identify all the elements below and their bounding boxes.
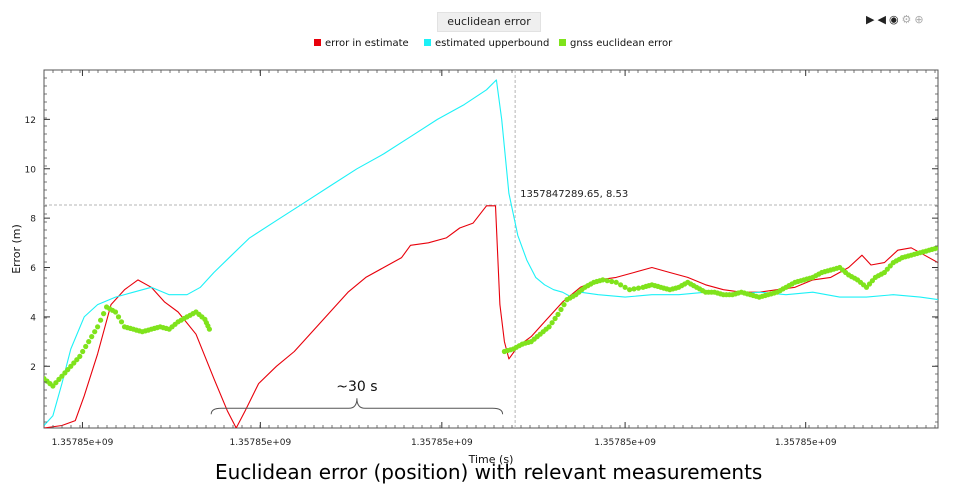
y-tick-label: 4 [30, 313, 36, 323]
data-point-gnss-euclidean-error [600, 277, 606, 283]
legend-label: estimated upperbound [435, 38, 549, 49]
hover-readout: 1357847289.65, 8.53 [520, 189, 628, 200]
data-point-gnss-euclidean-error [80, 348, 86, 355]
data-point-gnss-euclidean-error [83, 343, 89, 350]
data-point-gnss-euclidean-error [86, 339, 92, 345]
x-tick-label: 1.35785e+09 [594, 438, 656, 448]
data-point-gnss-euclidean-error [549, 320, 555, 326]
data-point-gnss-euclidean-error [635, 285, 642, 291]
y-tick-label: 10 [25, 165, 37, 175]
settings-icon[interactable]: ⚙ [901, 13, 912, 26]
data-point-gnss-euclidean-error [53, 380, 59, 386]
data-point-gnss-euclidean-error [89, 334, 95, 340]
y-axis-label: Error (m) [10, 224, 23, 274]
data-point-gnss-euclidean-error [558, 306, 564, 313]
duration-annotation: ~30 s [336, 379, 377, 395]
y-tick-label: 2 [30, 363, 36, 373]
rewind-icon[interactable]: ◀ [877, 13, 886, 26]
y-tick-label: 12 [25, 116, 36, 126]
data-point-gnss-euclidean-error [98, 317, 104, 323]
data-point-gnss-euclidean-error [71, 360, 77, 366]
euclidean-error-chart[interactable]: error in estimate estimated upperbound gns… [0, 0, 959, 474]
data-point-gnss-euclidean-error [622, 284, 628, 290]
data-point-gnss-euclidean-error [609, 278, 615, 285]
y-tick-label: 8 [30, 215, 36, 225]
plot-toolbar: ▶ ◀ ◉ ⚙ ⊕ [866, 13, 924, 27]
data-point-gnss-euclidean-error [613, 279, 619, 285]
data-point-gnss-euclidean-error [555, 311, 561, 317]
x-tick-label: 1.35785e+09 [775, 438, 837, 448]
data-point-gnss-euclidean-error [546, 324, 552, 330]
data-point-gnss-euclidean-error [887, 263, 893, 269]
series-line-error-in-estimate [44, 205, 938, 428]
data-point-gnss-euclidean-error [115, 314, 122, 320]
zoom-icon[interactable]: ⊕ [914, 13, 924, 26]
data-point-gnss-euclidean-error [74, 357, 80, 363]
plot-frame [43, 69, 939, 429]
duration-bracket [210, 398, 504, 415]
data-point-gnss-euclidean-error [618, 282, 624, 288]
y-tick-label: 6 [30, 264, 36, 274]
data-point-gnss-euclidean-error [863, 284, 870, 290]
data-point-gnss-euclidean-error [92, 329, 98, 335]
record-icon[interactable]: ◉ [888, 13, 899, 26]
data-point-gnss-euclidean-error [206, 326, 212, 332]
data-point-gnss-euclidean-error [50, 383, 56, 389]
data-point-gnss-euclidean-error [631, 286, 637, 292]
data-point-gnss-euclidean-error [77, 353, 83, 359]
data-point-gnss-euclidean-error [561, 302, 567, 308]
data-point-gnss-euclidean-error [65, 367, 71, 373]
data-point-gnss-euclidean-error [101, 311, 107, 317]
legend: error in estimate estimated upperbound gns… [314, 38, 673, 49]
legend-swatch [314, 39, 321, 46]
x-tick-label: 1.35785e+09 [52, 438, 114, 448]
data-point-gnss-euclidean-error [604, 278, 610, 284]
data-point-gnss-euclidean-error [884, 266, 890, 272]
data-point-gnss-euclidean-error [935, 245, 938, 251]
x-axis-label: Time (s) [468, 453, 514, 466]
play-icon[interactable]: ▶ [866, 13, 875, 26]
data-point-gnss-euclidean-error [118, 319, 125, 325]
data-point-gnss-euclidean-error [68, 363, 74, 369]
legend-label: gnss euclidean error [570, 38, 673, 49]
legend-label: error in estimate [325, 38, 409, 49]
x-tick-label: 1.35785e+09 [411, 438, 473, 448]
series-line-estimated-upperbound [44, 79, 938, 426]
data-point-gnss-euclidean-error [95, 324, 101, 330]
data-point-gnss-euclidean-error [112, 309, 119, 315]
data-point-gnss-euclidean-error [552, 315, 558, 322]
figure-caption: Euclidean error (position) with relevant… [215, 460, 763, 484]
data-point-gnss-euclidean-error [59, 373, 65, 379]
data-point-gnss-euclidean-error [869, 278, 876, 284]
x-tick-label: 1.35785e+09 [229, 438, 291, 448]
legend-item[interactable]: estimated upperbound [424, 38, 549, 49]
legend-item[interactable]: gnss euclidean error [559, 38, 673, 49]
legend-item[interactable]: error in estimate [314, 38, 409, 49]
legend-swatch [424, 39, 431, 46]
plot-title: euclidean error [437, 12, 541, 32]
legend-swatch [559, 39, 566, 46]
data-point-gnss-euclidean-error [627, 287, 633, 293]
